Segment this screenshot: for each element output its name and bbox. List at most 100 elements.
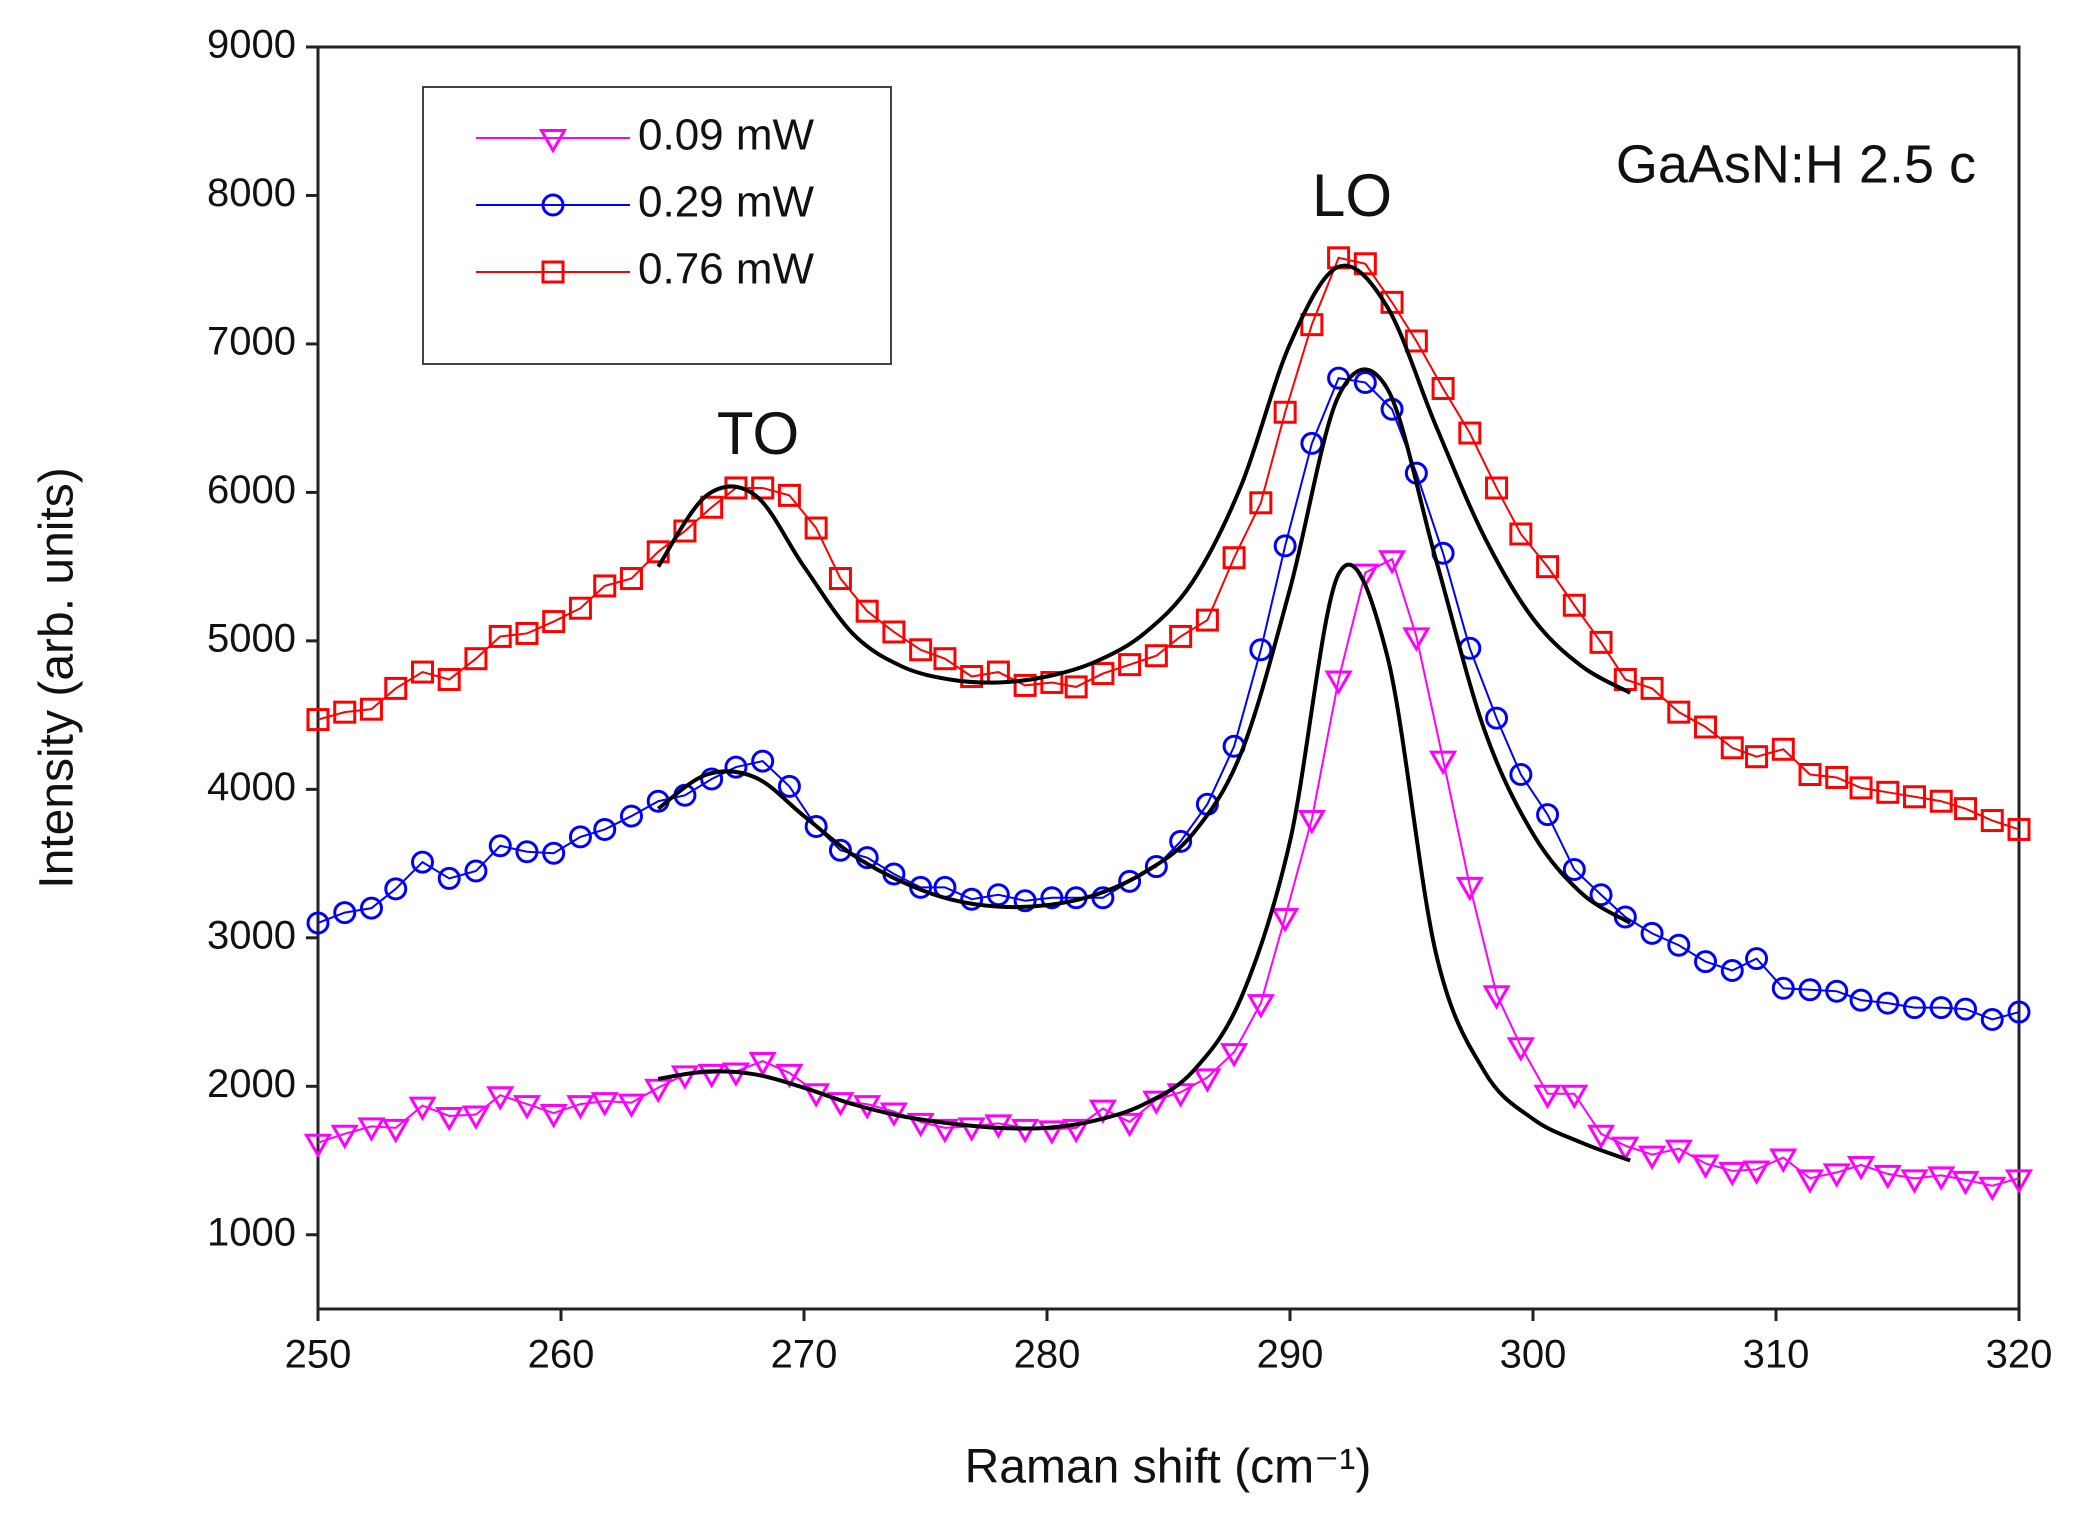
data-point bbox=[1929, 789, 1953, 813]
data-point bbox=[1431, 376, 1455, 400]
data-point bbox=[751, 476, 775, 500]
data-point bbox=[1118, 653, 1142, 677]
data-point bbox=[1249, 638, 1273, 662]
data-point bbox=[1353, 371, 1377, 395]
data-point bbox=[1903, 996, 1927, 1020]
data-point bbox=[1849, 988, 1873, 1012]
data-point bbox=[542, 610, 566, 634]
data-point bbox=[461, 1105, 491, 1131]
data-point bbox=[2007, 817, 2031, 841]
data-point bbox=[464, 647, 488, 671]
data-point bbox=[1300, 313, 1324, 337]
data-point bbox=[1586, 1124, 1616, 1150]
data-point bbox=[566, 1095, 595, 1120]
data-point bbox=[1273, 534, 1297, 558]
data-point bbox=[1954, 797, 1978, 821]
data-point bbox=[1954, 997, 1978, 1021]
data-point bbox=[333, 901, 357, 925]
legend-label: 0.09 mW bbox=[638, 111, 815, 160]
data-point bbox=[700, 495, 724, 519]
data-point bbox=[381, 1118, 410, 1144]
data-point bbox=[1694, 950, 1718, 974]
data-point bbox=[1745, 745, 1769, 769]
legend-box bbox=[422, 86, 892, 365]
data-point bbox=[1951, 1170, 1980, 1196]
data-point bbox=[1040, 886, 1064, 910]
data-point bbox=[724, 755, 748, 779]
data-point bbox=[930, 1118, 960, 1144]
data-point bbox=[1013, 889, 1037, 913]
y-tick-label: 4000 bbox=[207, 765, 296, 809]
data-point bbox=[486, 1086, 515, 1111]
legend-marker bbox=[541, 193, 565, 217]
data-point bbox=[1144, 855, 1168, 879]
data-point bbox=[882, 620, 906, 644]
data-point bbox=[1980, 809, 2004, 833]
data-point bbox=[1118, 869, 1142, 893]
data-point bbox=[1509, 763, 1533, 787]
data-point bbox=[777, 483, 801, 507]
data-point bbox=[751, 749, 775, 773]
data-point bbox=[960, 665, 984, 689]
y-tick-label: 3000 bbox=[207, 913, 296, 957]
data-point bbox=[542, 841, 566, 865]
data-point bbox=[539, 1104, 568, 1129]
data-point bbox=[593, 817, 617, 841]
data-point bbox=[437, 866, 461, 890]
data-point bbox=[1876, 780, 1900, 804]
data-point bbox=[1720, 958, 1744, 982]
data-point bbox=[828, 567, 852, 591]
data-point bbox=[1825, 979, 1849, 1003]
fit-curve bbox=[657, 367, 1632, 925]
x-tick-label: 320 bbox=[1986, 1333, 2053, 1377]
data-point bbox=[855, 599, 879, 623]
data-point bbox=[408, 1096, 437, 1122]
y-tick-label: 8000 bbox=[207, 171, 296, 215]
legend-label: 0.76 mW bbox=[638, 245, 815, 294]
data-point bbox=[568, 825, 592, 849]
data-point bbox=[1509, 522, 1533, 546]
data-point bbox=[909, 638, 933, 662]
series-line bbox=[317, 376, 2020, 1021]
data-point bbox=[1482, 985, 1511, 1010]
lo-label: LO bbox=[1312, 162, 1392, 229]
x-tick-label: 310 bbox=[1743, 1333, 1810, 1377]
data-point bbox=[1640, 676, 1664, 700]
data-point bbox=[1455, 876, 1484, 902]
data-point bbox=[590, 1092, 619, 1117]
data-point bbox=[697, 1063, 726, 1089]
data-point bbox=[1771, 976, 1795, 1000]
data-point bbox=[1978, 1176, 2007, 1202]
data-point bbox=[1825, 765, 1849, 789]
x-tick-label: 260 bbox=[528, 1333, 595, 1377]
series-line bbox=[317, 256, 2020, 831]
data-point bbox=[1091, 662, 1115, 686]
data-point bbox=[644, 1078, 673, 1104]
data-point bbox=[437, 667, 461, 691]
data-point bbox=[619, 567, 643, 591]
x-axis-label: Raman shift (cm⁻¹) bbox=[965, 1441, 1372, 1494]
data-point bbox=[1720, 736, 1744, 760]
data-point bbox=[1377, 550, 1407, 575]
data-point bbox=[1900, 1169, 1929, 1194]
data-point bbox=[1324, 670, 1353, 695]
y-axis-label: Intensity (arb. units) bbox=[31, 467, 84, 889]
data-point bbox=[359, 896, 383, 920]
data-point bbox=[488, 834, 512, 858]
data-point bbox=[1846, 1155, 1876, 1181]
data-point bbox=[512, 1095, 542, 1120]
legend-label: 0.29 mW bbox=[638, 178, 815, 227]
data-point bbox=[1667, 700, 1691, 724]
data-point bbox=[515, 621, 539, 645]
data-point bbox=[1402, 627, 1431, 652]
y-tick-label: 6000 bbox=[207, 468, 296, 512]
data-point bbox=[357, 1117, 386, 1142]
data-point bbox=[1273, 400, 1297, 424]
series-line bbox=[317, 557, 2020, 1187]
data-point bbox=[435, 1106, 464, 1132]
x-tick-label: 270 bbox=[771, 1333, 838, 1377]
data-point bbox=[1640, 921, 1664, 945]
data-point bbox=[828, 838, 852, 862]
data-point bbox=[1115, 1112, 1144, 1138]
data-point bbox=[464, 859, 488, 883]
